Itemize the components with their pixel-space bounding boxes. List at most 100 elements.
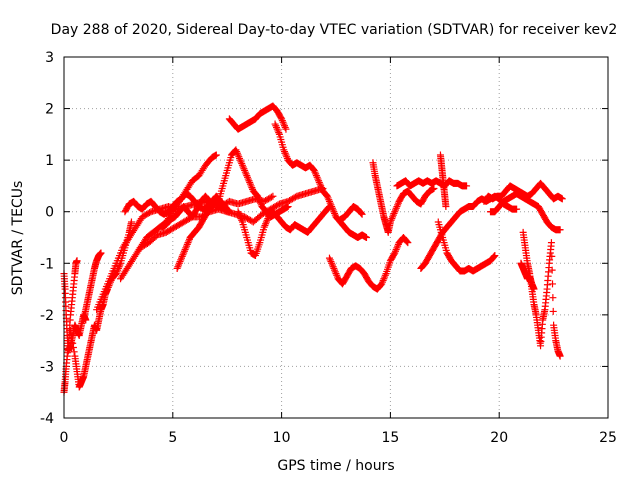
- data-point-marker: [233, 148, 241, 156]
- data-point-marker: [357, 209, 365, 217]
- data-point-marker: [245, 177, 253, 185]
- series-track-N: [234, 203, 333, 260]
- data-point-marker: [278, 115, 286, 123]
- data-point-marker: [235, 209, 243, 217]
- data-point-marker: [325, 203, 333, 211]
- data-point-marker: [211, 199, 219, 207]
- data-point-marker: [389, 213, 397, 221]
- data-markers: [60, 102, 566, 396]
- data-point-marker: [263, 216, 271, 224]
- data-point-marker: [332, 270, 340, 278]
- data-point-marker: [327, 258, 335, 266]
- data-point-marker: [314, 175, 322, 183]
- data-point-marker: [328, 261, 336, 269]
- data-point-marker: [390, 209, 398, 217]
- data-point-marker: [174, 263, 182, 271]
- data-point-marker: [278, 117, 286, 125]
- data-point-marker: [393, 244, 401, 252]
- data-point-marker: [549, 307, 557, 315]
- data-point-marker: [236, 211, 244, 219]
- data-point-marker: [241, 166, 249, 174]
- data-point-marker: [114, 266, 122, 274]
- data-point-marker: [310, 166, 318, 174]
- data-point-marker: [556, 226, 564, 234]
- data-point-marker: [331, 268, 339, 276]
- data-point-marker: [328, 259, 336, 267]
- data-point-marker: [391, 249, 399, 257]
- data-point-marker: [394, 242, 402, 250]
- x-tick-label: 15: [381, 430, 399, 446]
- data-point-marker: [329, 206, 337, 214]
- data-point-marker: [281, 122, 289, 130]
- data-point-marker: [394, 201, 402, 209]
- series-track-L: [225, 102, 290, 133]
- data-point-marker: [97, 249, 105, 257]
- data-point-marker: [325, 196, 333, 204]
- data-point-marker: [69, 339, 77, 347]
- y-tick-label: -3: [40, 359, 54, 375]
- data-point-marker: [316, 180, 324, 188]
- series-track-Q: [369, 159, 438, 236]
- data-point-marker: [381, 273, 389, 281]
- series-track-O: [325, 234, 412, 293]
- y-tick-label: -2: [40, 308, 54, 324]
- data-point-marker: [236, 213, 244, 221]
- data-point-marker: [269, 192, 277, 200]
- data-point-marker: [254, 192, 262, 200]
- data-point-marker: [392, 246, 400, 254]
- data-point-marker: [463, 182, 471, 190]
- series-track-P: [336, 203, 366, 223]
- x-tick-label: 25: [599, 430, 617, 446]
- data-point-marker: [183, 242, 191, 250]
- data-point-marker: [176, 258, 184, 266]
- data-point-marker: [388, 215, 396, 223]
- data-point-marker: [116, 261, 124, 269]
- data-point-marker: [242, 170, 250, 178]
- data-point-marker: [244, 173, 252, 181]
- data-point-marker: [67, 331, 75, 339]
- data-point-marker: [549, 280, 557, 288]
- x-axis-label: GPS time / hours: [277, 458, 394, 474]
- data-point-marker: [380, 275, 388, 283]
- data-point-marker: [178, 252, 186, 260]
- data-point-marker: [284, 203, 292, 211]
- data-point-marker: [317, 182, 325, 190]
- data-point-marker: [325, 254, 333, 262]
- data-point-marker: [404, 239, 412, 247]
- data-point-marker: [180, 249, 188, 257]
- data-point-marker: [330, 264, 338, 272]
- data-point-marker: [261, 221, 269, 229]
- data-point-marker: [246, 180, 254, 188]
- data-point-marker: [381, 271, 389, 279]
- data-point-marker: [246, 178, 254, 186]
- data-point-marker: [403, 238, 411, 246]
- y-tick-label: 3: [45, 50, 54, 66]
- data-point-marker: [223, 208, 231, 216]
- series-track-V: [480, 179, 566, 205]
- data-point-marker: [387, 216, 395, 224]
- data-point-marker: [326, 199, 334, 207]
- data-point-marker: [67, 326, 75, 334]
- series-track-T: [434, 218, 499, 275]
- data-point-marker: [255, 196, 263, 204]
- data-point-marker: [379, 276, 387, 284]
- data-point-marker: [243, 172, 251, 180]
- data-point-marker: [392, 204, 400, 212]
- data-point-marker: [330, 208, 338, 216]
- data-point-marker: [177, 256, 185, 264]
- data-point-marker: [260, 223, 268, 231]
- data-point-marker: [357, 209, 365, 217]
- data-point-marker: [548, 266, 556, 274]
- data-point-marker: [547, 239, 555, 247]
- series-track-S: [417, 192, 521, 272]
- data-point-marker: [393, 203, 401, 211]
- data-point-marker: [232, 146, 240, 154]
- data-point-marker: [391, 247, 399, 255]
- data-point-marker: [389, 211, 397, 219]
- y-axis-label: SDTVAR / TECUs: [10, 181, 26, 296]
- x-tick-label: 5: [168, 430, 177, 446]
- data-point-marker: [311, 168, 319, 176]
- data-point-marker: [257, 199, 265, 207]
- data-point-marker: [238, 160, 246, 168]
- data-point-marker: [183, 240, 191, 248]
